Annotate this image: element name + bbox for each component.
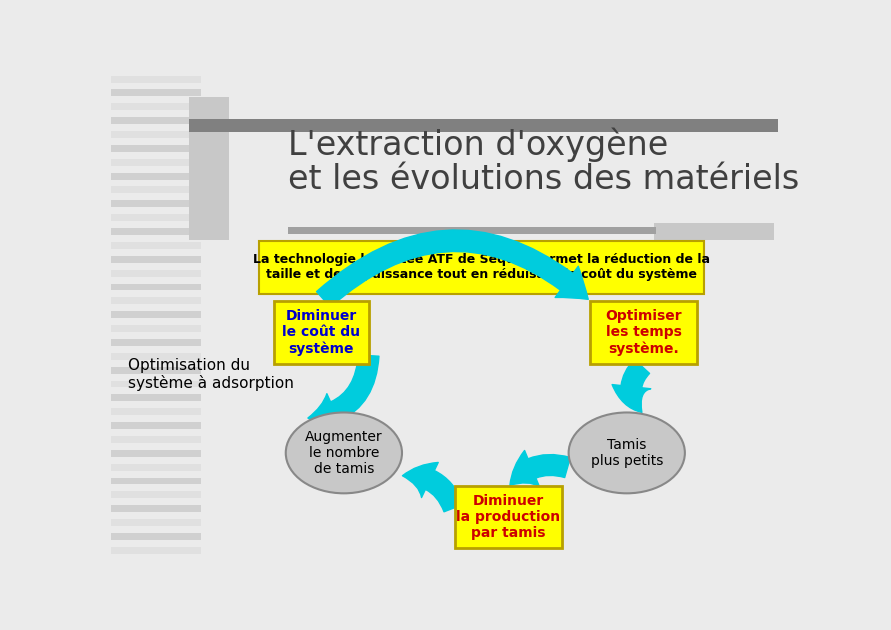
Bar bbox=[111, 256, 200, 263]
Text: Optimiser
les temps
système.: Optimiser les temps système. bbox=[606, 309, 683, 357]
Bar bbox=[111, 519, 200, 526]
Bar bbox=[111, 450, 200, 457]
Bar bbox=[111, 159, 200, 166]
Ellipse shape bbox=[286, 413, 402, 493]
Bar bbox=[111, 478, 200, 484]
Bar bbox=[111, 228, 200, 235]
Text: Optimisation du
système à adsorption: Optimisation du système à adsorption bbox=[128, 358, 294, 391]
Bar bbox=[111, 339, 200, 346]
Bar bbox=[111, 491, 200, 498]
Bar bbox=[111, 394, 200, 401]
FancyArrowPatch shape bbox=[612, 359, 650, 413]
Bar bbox=[111, 173, 200, 180]
FancyArrowPatch shape bbox=[308, 355, 379, 429]
Bar bbox=[111, 353, 200, 360]
Bar bbox=[189, 97, 229, 239]
Bar bbox=[111, 464, 200, 471]
Bar bbox=[111, 297, 200, 304]
Bar bbox=[274, 301, 369, 364]
Bar bbox=[111, 145, 200, 152]
Bar bbox=[111, 89, 200, 96]
Bar bbox=[111, 200, 200, 207]
FancyArrowPatch shape bbox=[403, 462, 463, 512]
Text: Tamis
plus petits: Tamis plus petits bbox=[591, 438, 663, 468]
Bar bbox=[111, 117, 200, 124]
Bar bbox=[258, 241, 704, 294]
Bar bbox=[111, 422, 200, 429]
Bar bbox=[111, 408, 200, 415]
Bar bbox=[111, 186, 200, 193]
FancyArrowPatch shape bbox=[510, 450, 570, 486]
Bar bbox=[591, 301, 698, 364]
Bar bbox=[111, 76, 200, 83]
Bar bbox=[111, 311, 200, 318]
Bar bbox=[111, 367, 200, 374]
Bar bbox=[189, 118, 778, 132]
Bar bbox=[111, 505, 200, 512]
Text: Diminuer
le coût du
système: Diminuer le coût du système bbox=[282, 309, 360, 357]
Bar bbox=[288, 227, 656, 234]
Bar bbox=[111, 103, 200, 110]
Text: et les évolutions des matériels: et les évolutions des matériels bbox=[288, 163, 799, 196]
Bar bbox=[454, 486, 561, 547]
FancyArrowPatch shape bbox=[316, 230, 588, 307]
Bar bbox=[111, 131, 200, 138]
Bar bbox=[111, 242, 200, 249]
Text: Diminuer
la production
par tamis: Diminuer la production par tamis bbox=[456, 494, 560, 540]
Text: Augmenter
le nombre
de tamis: Augmenter le nombre de tamis bbox=[305, 430, 383, 476]
Bar bbox=[111, 270, 200, 277]
Bar bbox=[111, 533, 200, 540]
Text: L'extraction d'oxygène: L'extraction d'oxygène bbox=[288, 128, 668, 162]
Bar bbox=[111, 325, 200, 332]
Bar bbox=[111, 284, 200, 290]
Bar bbox=[654, 224, 774, 241]
Bar bbox=[111, 547, 200, 554]
Bar bbox=[111, 381, 200, 387]
Bar bbox=[111, 436, 200, 443]
Ellipse shape bbox=[568, 413, 685, 493]
Text: La technologie brevetée ATF de Sequal permet la réduction de la
taille et de la : La technologie brevetée ATF de Sequal pe… bbox=[252, 253, 709, 282]
Bar bbox=[111, 214, 200, 221]
